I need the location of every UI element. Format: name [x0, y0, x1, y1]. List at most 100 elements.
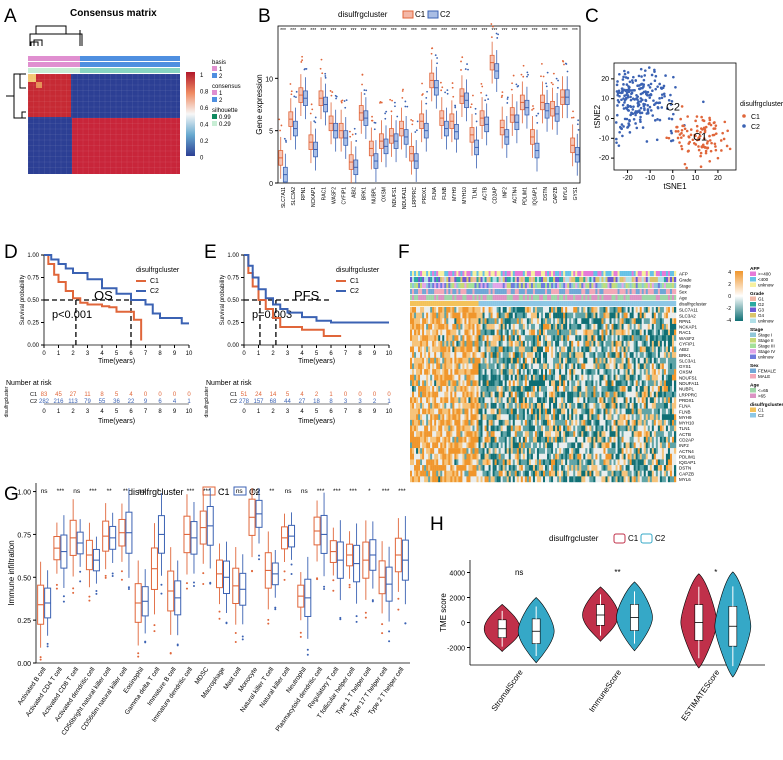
heatmap-cell [420, 419, 423, 426]
heatmap-cell [442, 408, 445, 415]
x-tick-label: OXSM [382, 187, 388, 202]
heatmap-cell [512, 414, 515, 421]
scatter-point-c2 [629, 89, 633, 92]
legend-label: 1 [219, 91, 223, 97]
heatmap-cell [595, 402, 598, 409]
heatmap-cell [466, 436, 469, 443]
scatter-point-c1 [679, 136, 683, 139]
heatmap-cell [456, 318, 459, 325]
heatmap-cell [623, 380, 626, 387]
heatmap-cell [470, 408, 473, 415]
heatmap-cell [557, 380, 560, 387]
scatter-point-c2 [618, 125, 622, 129]
heatmap-cell [528, 419, 532, 426]
heatmap-cell [488, 386, 491, 392]
annotation-cell [543, 301, 546, 307]
heatmap-cell [506, 363, 509, 370]
box-outlier [361, 83, 363, 86]
heatmap-cell [627, 386, 630, 392]
heatmap-cell [460, 318, 463, 325]
heatmap-cell [665, 425, 669, 432]
risk-x-tick: 1 [257, 409, 261, 415]
heatmap-cell [575, 329, 578, 336]
scatter-point-c2 [669, 93, 672, 97]
heatmap-cell [591, 386, 594, 392]
heatmap-cell [510, 391, 513, 398]
annotation-cell [573, 271, 576, 277]
heatmap-cell [653, 335, 657, 342]
annotation-cell [410, 289, 413, 295]
heatmap-cell [472, 374, 475, 381]
annotation-cell [607, 289, 610, 295]
heatmap-cell [454, 391, 457, 398]
heatmap-cell [474, 323, 477, 330]
heatmap-cell [615, 374, 618, 381]
heatmap-cell [663, 408, 667, 415]
heatmap-cell [436, 402, 439, 409]
heatmap-cell [478, 307, 481, 313]
heatmap-cell [661, 391, 665, 398]
heatmap-cell [428, 307, 431, 313]
annotation-cell [494, 271, 497, 277]
heatmap-cell [522, 419, 526, 426]
heatmap-cell [480, 346, 483, 353]
risk-cell: 278 [239, 399, 250, 405]
scatter-point-c2 [631, 81, 635, 84]
heatmap-cell [609, 414, 612, 421]
annotation-cell [432, 301, 435, 307]
heatmap-cell [547, 318, 550, 325]
box-outlier [540, 62, 543, 65]
heatmap-cell [462, 346, 465, 353]
annotation-cell [577, 289, 580, 295]
annotation-cell [591, 301, 594, 307]
annotation-cell [440, 271, 443, 277]
heatmap-cell [595, 329, 598, 336]
heatmap-cell [579, 419, 582, 426]
annotation-cell [583, 301, 586, 307]
x-tick-label: 8 [158, 351, 162, 357]
heatmap-cell [484, 307, 487, 313]
heatmap-cell [591, 369, 594, 375]
heatmap-cell [559, 363, 562, 370]
heatmap-cell [488, 369, 491, 375]
annotation-cell [667, 295, 671, 301]
annotation-cell [599, 295, 602, 301]
heatmap-cell [512, 312, 515, 319]
heatmap-cell [516, 340, 520, 347]
heatmap-cell [502, 323, 505, 330]
heatmap-cell [631, 369, 634, 375]
heatmap-cell [486, 340, 489, 347]
heatmap-cell [567, 318, 570, 325]
annotation-cell [468, 295, 471, 301]
annotation-cell [468, 277, 471, 283]
heatmap-cell [414, 397, 417, 404]
heatmap-cell [426, 307, 429, 313]
heatmap-cell [563, 386, 566, 392]
annotation-cell [591, 295, 594, 301]
heatmap-cell [522, 402, 526, 409]
heatmap-cell [474, 318, 477, 325]
heatmap-cell [661, 323, 665, 330]
annotation-cell [484, 295, 487, 301]
annotation-cell [500, 289, 503, 295]
annotation-cell [434, 271, 437, 277]
scatter-point-c2 [630, 111, 633, 115]
heatmap-cell [635, 380, 638, 387]
heatmap-cell [663, 419, 667, 426]
heatmap-cell [474, 414, 477, 421]
heatmap-cell [460, 352, 463, 359]
annotation-cell [625, 271, 628, 277]
scatter-point-c1 [714, 148, 718, 152]
heatmap-cell [547, 386, 550, 392]
heatmap-cell [671, 363, 675, 370]
heatmap-cell [629, 318, 632, 325]
heatmap-cell [575, 369, 578, 375]
scatter-point-c2 [635, 97, 638, 100]
heatmap-cell [639, 335, 642, 342]
annotation-cell [430, 295, 433, 301]
heatmap-cell [543, 363, 546, 370]
annotation-cell [424, 301, 427, 307]
gene-label: RAC1 [679, 330, 692, 335]
heatmap-cell [615, 357, 618, 364]
annotation-cell [500, 271, 503, 277]
